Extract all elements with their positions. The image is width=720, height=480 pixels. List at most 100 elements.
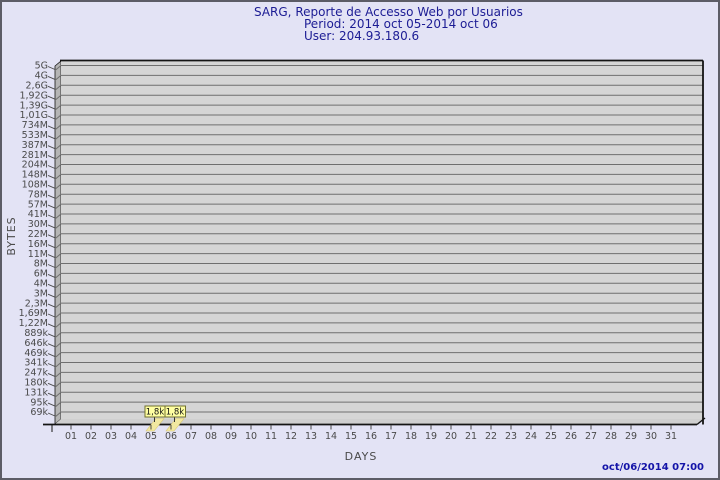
y-tick-label: 22M [28,229,48,240]
y-tick-label: 1,92G [19,90,48,101]
x-tick-label: 15 [345,431,357,442]
y-tick-label: 5G [35,61,48,72]
y-tick-label: 3M [34,288,48,299]
x-tick-label: 07 [185,431,197,442]
wall-gridline [54,342,62,349]
y-tick [47,254,56,259]
x-tick-label: 31 [665,431,677,442]
wall-gridline [54,193,62,200]
wall-gridline [54,134,62,141]
y-tick [47,214,56,219]
y-tick-label: 341k [24,358,48,369]
x-tick-label: 30 [645,431,657,442]
y-tick-label: 4G [35,71,48,82]
y-tick-label: 8M [34,259,48,270]
wall-gridline [54,84,62,91]
x-tick-label: 22 [485,431,497,442]
y-tick [47,85,56,90]
x-tick-label: 12 [285,431,297,442]
y-tick-label: 734M [22,120,48,131]
y-tick [47,353,56,358]
report-user: User: 204.93.180.6 [304,29,420,43]
x-tick-label: 28 [605,431,617,442]
y-tick [47,323,56,328]
x-tick-label: 14 [325,431,337,442]
y-tick [47,165,56,169]
axis-corner-right [696,417,706,426]
y-tick-label: 148M [22,170,48,181]
x-axis-title: DAYS [345,450,378,463]
x-tick-label: 05 [145,431,157,442]
x-tick-label: 11 [265,431,277,442]
y-tick-label: 2,3M [25,298,48,309]
y-tick-label: 180k [24,378,48,389]
wall-gridline [54,292,62,299]
y-tick [47,224,56,229]
wall-gridline [54,144,62,151]
y-tick [47,155,56,160]
y-axis-labels: 5G4G2,6G1,92G1,39G1,01G734M533M387M281M2… [19,61,49,419]
wall-gridline [54,401,62,408]
x-tick-label: 06 [165,431,177,442]
y-tick [47,372,56,377]
x-tick-label: 21 [465,431,477,442]
wall-gridline [54,154,62,160]
x-tick-label: 20 [445,431,457,442]
y-gridlines [47,65,703,418]
x-tick-label: 18 [405,431,417,442]
x-tick-label: 09 [225,431,237,442]
x-tick-label: 17 [385,431,397,442]
wall-gridline [54,75,62,81]
wall-gridline [54,302,62,309]
y-tick [47,95,56,100]
wall-gridline [54,233,62,240]
wall-gridline [54,282,62,289]
y-tick-label: 247k [24,368,48,379]
bar-value-label: 1,8k [166,408,185,418]
y-tick [47,145,56,150]
y-tick [47,293,56,298]
x-tick-label: 25 [545,431,557,442]
y-tick [47,125,56,130]
wall-gridline [54,263,62,269]
bar-value-label: 1,8k [146,408,165,418]
y-tick [47,105,56,110]
x-tick-label: 01 [65,431,77,442]
generated-timestamp: oct/06/2014 07:00 [602,462,704,473]
wall-gridline [54,312,62,319]
y-tick-label: 41M [28,209,48,220]
wall-gridline [54,94,62,101]
wall-gridline [54,253,62,259]
wall-gridline [54,332,62,339]
y-tick-label: 281M [22,150,48,161]
wall-gridline [54,203,62,210]
y-tick-label: 533M [22,130,48,141]
x-tick-label: 16 [365,431,377,442]
y-tick-label: 57M [28,199,48,210]
y-tick [47,283,56,288]
chart-floor [55,419,703,424]
y-tick-label: 78M [28,189,48,200]
wall-gridline [54,65,62,71]
y-tick [47,313,56,318]
y-tick [47,244,56,249]
x-tick-label: 10 [245,431,257,442]
wall-gridline [54,372,62,378]
y-tick-label: 95k [30,397,48,408]
wall-gridline [54,174,62,180]
y-tick [47,303,56,308]
y-tick-label: 6M [34,269,48,280]
y-tick [47,392,56,397]
y-tick-label: 387M [22,140,48,151]
x-tick-label: 13 [305,431,317,442]
y-tick-label: 4M [34,279,48,290]
y-tick [47,204,56,209]
report-period: Period: 2014 oct 05-2014 oct 06 [304,17,498,31]
wall-gridline [54,164,62,170]
y-tick-label: 1,69M [19,308,48,319]
wall-gridline [54,391,62,398]
wall-gridline [54,273,62,279]
y-tick-label: 1,01G [19,110,48,121]
